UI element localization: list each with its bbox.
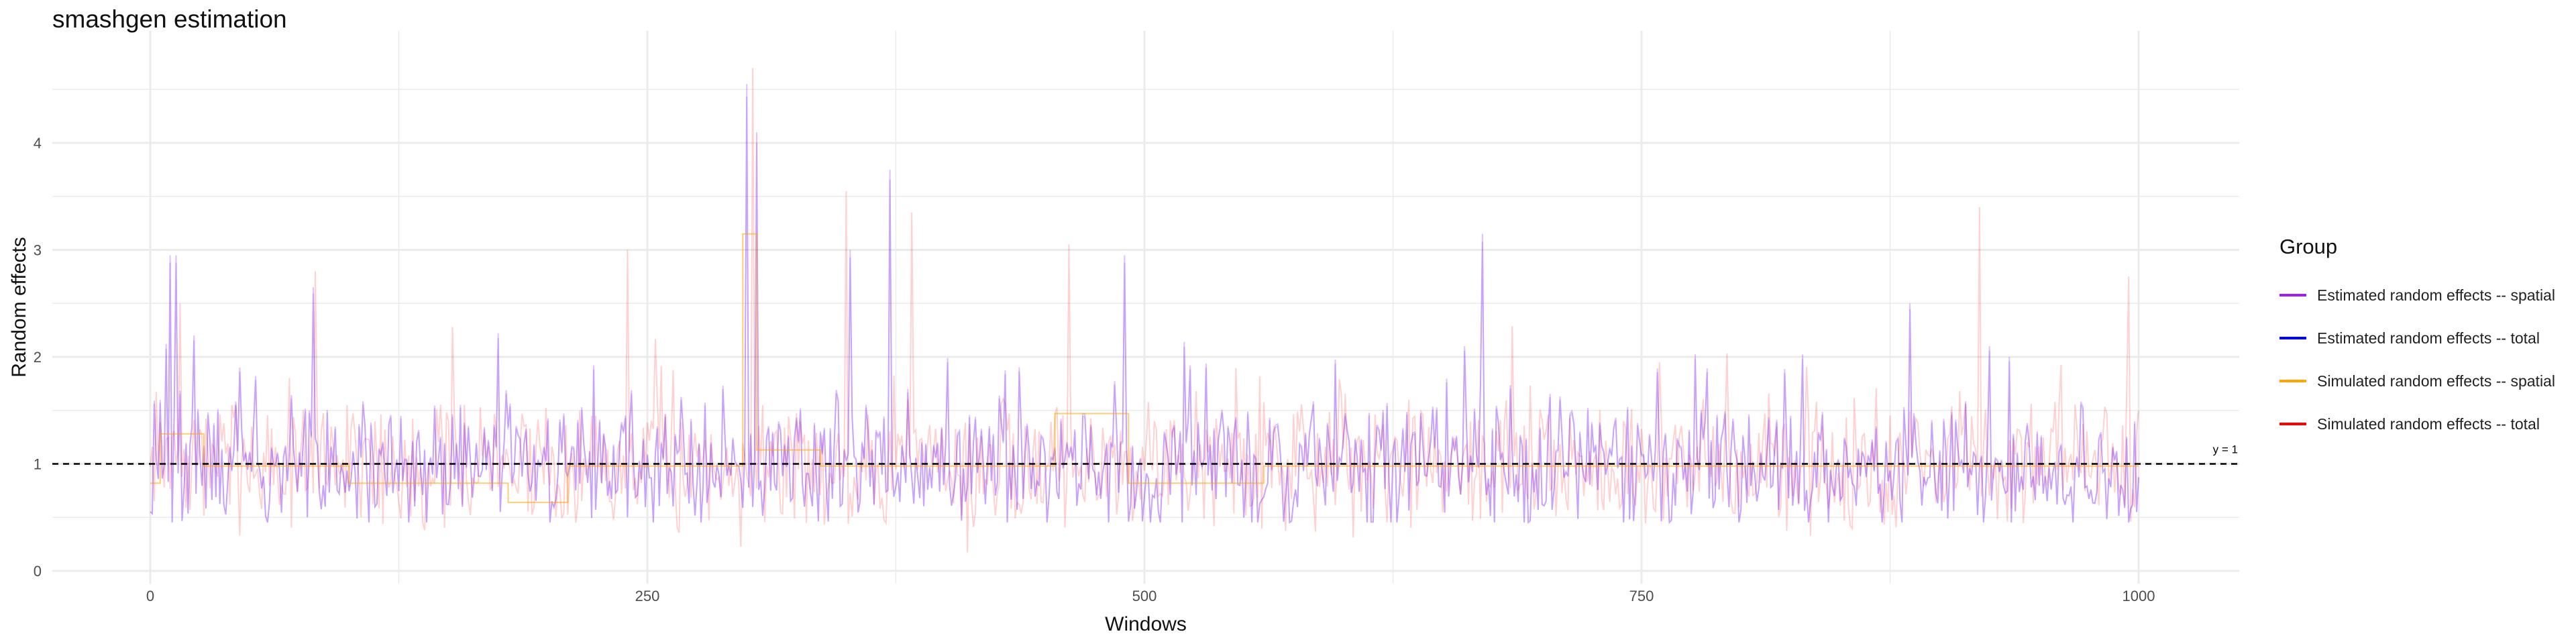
series-simulated-total: [150, 68, 2139, 553]
legend-label: Estimated random effects -- spatial: [2317, 286, 2555, 304]
series-layer: [150, 68, 2139, 553]
reference-line-label: y = 1: [2213, 443, 2238, 456]
reference-line-layer: y = 1: [52, 443, 2239, 465]
legend-key-simulated-spatial: [2279, 380, 2306, 382]
y-axis-label: Random effects: [8, 237, 30, 378]
legend-key-simulated-total: [2279, 423, 2306, 425]
x-tick-label: 0: [146, 588, 154, 604]
series-simulated-spatial: [150, 233, 2139, 503]
plot-grid: [52, 31, 2239, 584]
y-tick-label: 2: [34, 349, 42, 366]
legend-title: Group: [2279, 235, 2338, 258]
legend-item-simulated-spatial: Simulated random effects -- spatial: [2279, 360, 2555, 402]
y-tick-label: 1: [34, 456, 42, 473]
x-tick-label: 250: [635, 588, 660, 604]
legend-label: Simulated random effects -- total: [2317, 415, 2540, 433]
legend-key-estimated-spatial: [2279, 294, 2306, 297]
y-tick-label: 0: [34, 563, 42, 580]
legend-item-estimated-total: Estimated random effects -- total: [2279, 317, 2555, 360]
x-tick-label: 750: [1629, 588, 1654, 604]
chart-title: smashgen estimation: [52, 5, 287, 33]
legend-label: Simulated random effects -- spatial: [2317, 372, 2555, 390]
x-tick-label: 500: [1132, 588, 1157, 604]
axes-layer: 0 250 500 750 1000 0 1 2 3 4 Windows Random effects: [8, 135, 2155, 635]
x-axis-label: Windows: [1105, 613, 1187, 635]
x-tick-label: 1000: [2123, 588, 2155, 604]
legend-item-estimated-spatial: Estimated random effects -- spatial: [2279, 274, 2555, 317]
y-tick-label: 3: [34, 242, 42, 259]
legend: Group Estimated random effects -- spatia…: [2279, 235, 2555, 445]
legend-label: Estimated random effects -- total: [2317, 329, 2540, 347]
series-estimated-total: [150, 96, 2139, 524]
series-estimated-spatial: [150, 84, 2139, 525]
y-tick-label: 4: [34, 135, 42, 152]
legend-item-simulated-total: Simulated random effects -- total: [2279, 402, 2555, 445]
legend-key-estimated-total: [2279, 337, 2306, 339]
